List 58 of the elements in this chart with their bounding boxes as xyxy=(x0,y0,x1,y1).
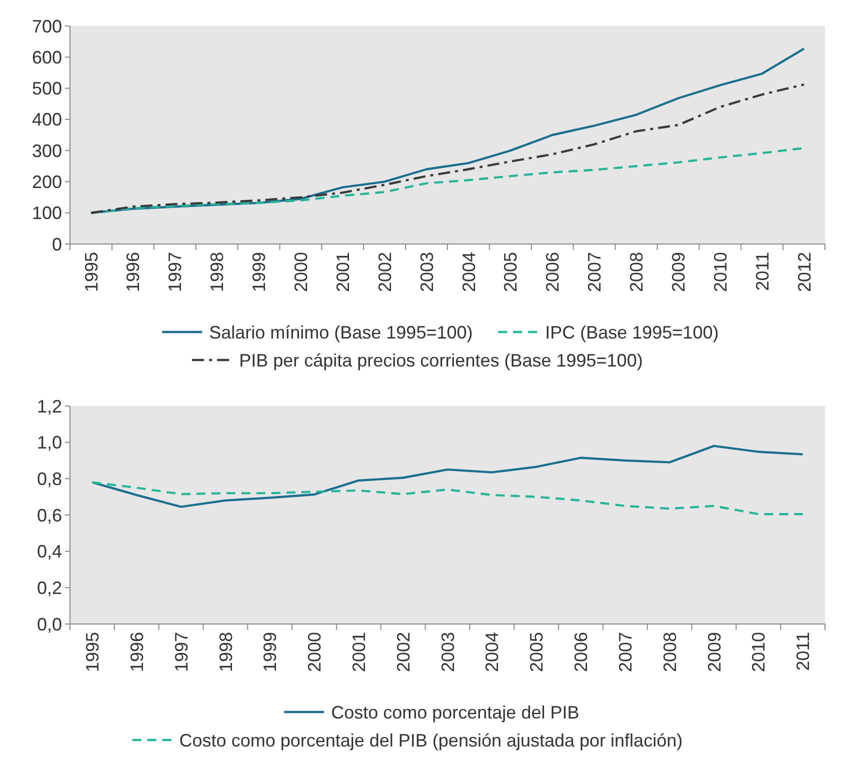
legend-label: IPC (Base 1995=100) xyxy=(545,322,719,342)
x-tick-label: 2009 xyxy=(704,632,724,672)
y-tick-label: 400 xyxy=(32,110,62,130)
x-tick-label: 2011 xyxy=(793,632,814,671)
x-tick-label: 2005 xyxy=(500,252,521,292)
x-tick-label: 2004 xyxy=(458,252,479,292)
legend-label: Salario mínimo (Base 1995=100) xyxy=(209,322,473,342)
x-tick-label: 2010 xyxy=(710,252,730,292)
y-tick-label: 1,0 xyxy=(36,432,62,453)
y-tick-label: 100 xyxy=(32,203,62,224)
legend-label: Costo como porcentaje del PIB (pensión ajustada por inflación) xyxy=(179,730,683,750)
x-tick-label: 1996 xyxy=(123,252,144,292)
y-tick-label: 300 xyxy=(32,140,62,161)
x-tick-label: 2001 xyxy=(332,252,353,292)
line-series xyxy=(91,444,804,508)
x-tick-label: 2008 xyxy=(626,252,647,292)
x-tick-label: 1995 xyxy=(81,252,102,292)
y-tick-label: 0,0 xyxy=(36,614,62,634)
y-tick-label: 700 xyxy=(32,16,62,36)
y-tick-label: 0,2 xyxy=(36,578,62,598)
x-tick-label: 2009 xyxy=(668,252,688,292)
x-tick-label: 2006 xyxy=(571,632,592,672)
x-tick-label: 2007 xyxy=(615,632,636,672)
x-tick-label: 2012 xyxy=(794,252,814,292)
x-tick-label: 2011 xyxy=(752,252,772,291)
y-tick-label: 600 xyxy=(32,47,62,68)
x-tick-label: 1999 xyxy=(260,632,280,672)
y-tick-label: 0,8 xyxy=(36,468,62,489)
x-tick-label: 2008 xyxy=(660,632,680,672)
x-tick-label: 2003 xyxy=(438,632,458,672)
x-tick-label: 2003 xyxy=(416,252,437,292)
x-tick-label: 2010 xyxy=(748,632,769,672)
x-tick-label: 2006 xyxy=(542,252,563,292)
x-tick-label: 1999 xyxy=(249,252,270,292)
x-tick-label: 1998 xyxy=(216,632,236,672)
x-tick-label: 1995 xyxy=(82,632,103,672)
x-tick-label: 2001 xyxy=(348,632,369,672)
y-tick-label: 500 xyxy=(32,78,62,99)
x-tick-label: 2002 xyxy=(374,252,395,292)
y-tick-label: 0,4 xyxy=(36,542,62,562)
x-tick-label: 1996 xyxy=(126,632,147,672)
y-tick-label: 0,6 xyxy=(36,505,62,526)
x-tick-label: 1997 xyxy=(165,252,186,292)
legend-label: Costo como porcentaje del PIB xyxy=(331,702,580,722)
x-tick-label: 2000 xyxy=(290,252,311,292)
line-series xyxy=(90,83,806,214)
y-tick-label: 200 xyxy=(32,172,62,192)
x-tick-label: 2000 xyxy=(304,632,325,672)
legend-label: PIB per cápita precios corrientes (Base 1995=100) xyxy=(239,350,643,370)
x-tick-label: 1998 xyxy=(207,252,228,292)
x-tick-label: 2005 xyxy=(526,632,547,672)
y-tick-label: 1,2 xyxy=(36,396,62,416)
y-tick-label: 0 xyxy=(52,234,62,254)
x-tick-label: 2002 xyxy=(393,632,414,672)
x-tick-label: 1997 xyxy=(171,632,192,672)
x-tick-label: 2004 xyxy=(482,632,502,672)
line-series xyxy=(91,481,804,516)
x-tick-label: 2007 xyxy=(584,252,605,292)
